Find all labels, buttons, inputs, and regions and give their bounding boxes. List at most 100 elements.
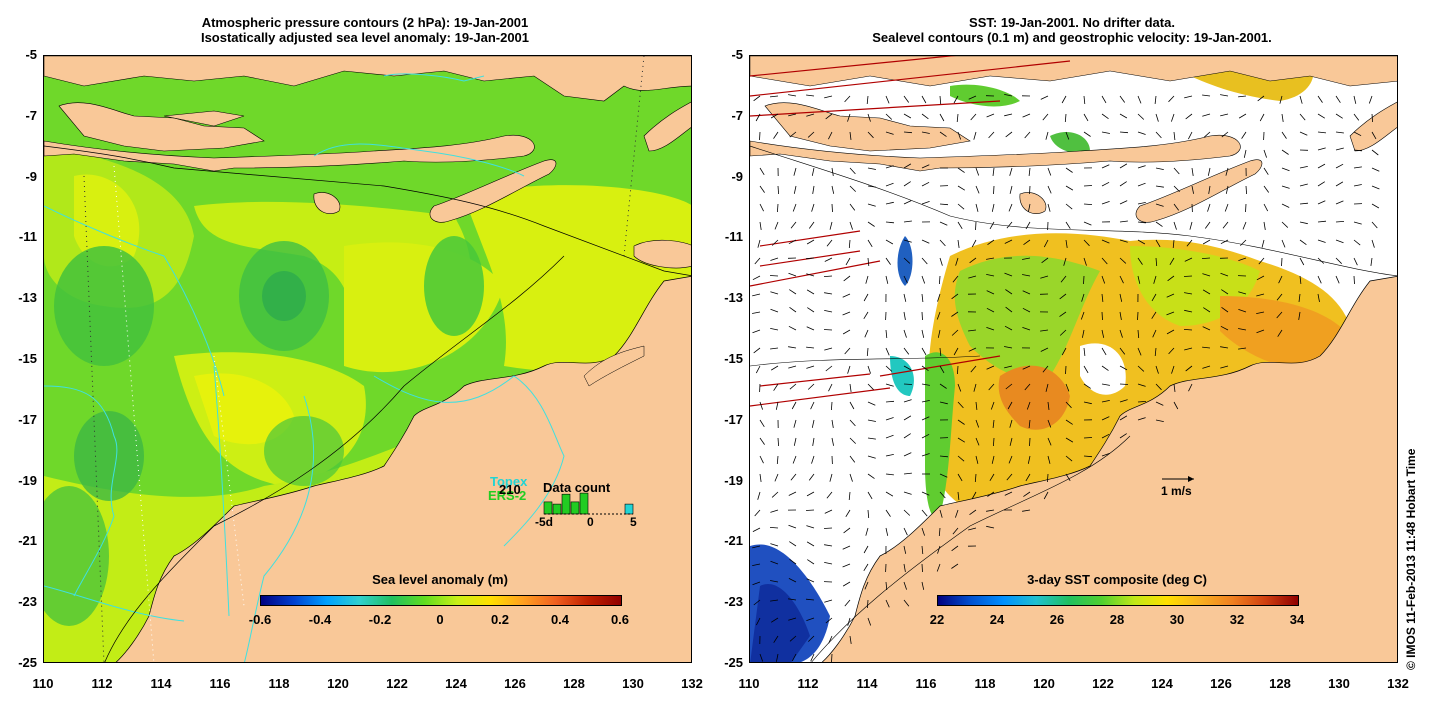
velocity-arrow [1220, 346, 1229, 349]
velocity-arrow [885, 365, 893, 372]
velocity-arrow [1022, 274, 1031, 277]
velocity-arrow [1061, 95, 1067, 104]
y-tick-label: -9 [731, 168, 743, 184]
velocity-arrow [1040, 95, 1049, 100]
velocity-arrow [957, 239, 960, 248]
velocity-arrow [776, 455, 779, 465]
velocity-arrow [921, 491, 930, 496]
velocity-arrow [753, 95, 761, 102]
velocity-arrow [1220, 113, 1229, 117]
velocity-arrow [866, 347, 869, 357]
velocity-arrow [1186, 239, 1193, 247]
velocity-arrow [1151, 311, 1157, 319]
x-tick-label: 132 [1387, 676, 1409, 691]
velocity-arrow [1184, 95, 1193, 99]
velocity-arrow [1101, 293, 1104, 302]
velocity-arrow [759, 167, 765, 176]
velocity-arrow [825, 365, 833, 372]
velocity-arrow [885, 454, 894, 457]
velocity-arrow [992, 419, 995, 428]
velocity-arrow [824, 292, 833, 295]
y-tick-label: -23 [18, 594, 37, 610]
velocity-arrow [842, 581, 851, 587]
velocity-arrow [975, 167, 980, 176]
velocity-arrow [1083, 185, 1093, 187]
velocity-arrow [863, 311, 869, 320]
y-tick-label: -15 [724, 351, 743, 366]
velocity-arrow [752, 275, 761, 281]
velocity-arrow [1022, 113, 1031, 118]
velocity-arrow [1155, 185, 1164, 188]
velocity-arrow [867, 491, 873, 500]
velocity-arrow [867, 455, 876, 459]
velocity-arrow [864, 329, 869, 338]
velocity-arrow [1083, 275, 1085, 285]
velocity-arrow [825, 113, 833, 120]
velocity-arrow [1137, 131, 1146, 135]
velocity-arrow [1317, 239, 1326, 243]
velocity-arrow [921, 181, 930, 187]
x-tick-label: 110 [738, 676, 760, 691]
velocity-arrow [1065, 239, 1068, 248]
velocity-arrow [951, 563, 959, 569]
velocity-arrow [1047, 455, 1051, 464]
velocity-arrow [753, 347, 761, 354]
velocity-arrow [1119, 113, 1128, 119]
velocity-arrow [792, 455, 797, 464]
velocity-arrow [921, 416, 930, 421]
velocity-arrow [1185, 365, 1193, 372]
velocity-arrow [939, 131, 947, 137]
velocity-arrow [759, 419, 765, 428]
velocity-arrow [1277, 329, 1283, 337]
velocity-arrow [1082, 329, 1085, 338]
velocity-arrow [1028, 167, 1031, 176]
sst-tick-2: 26 [1049, 612, 1065, 627]
sst-tick-4: 30 [1169, 612, 1185, 627]
velocity-arrow [1317, 163, 1326, 169]
velocity-arrow [903, 329, 907, 338]
velocity-arrow [770, 509, 779, 513]
velocity-arrow [1168, 347, 1175, 355]
velocity-arrow [867, 221, 875, 227]
velocity-arrow [1119, 383, 1129, 385]
velocity-arrow [955, 509, 959, 518]
y-tick-label: -11 [18, 229, 37, 245]
velocity-arrow [863, 545, 869, 554]
velocity-arrow [1009, 437, 1013, 446]
data-count-axis-start: -5d [535, 515, 553, 529]
velocity-arrow [1101, 95, 1107, 104]
velocity-arrow [845, 509, 851, 518]
velocity-arrow [970, 113, 977, 121]
velocity-arrow [957, 491, 960, 500]
velocity-arrow [1188, 131, 1193, 140]
velocity-arrow [1221, 289, 1229, 295]
x-tick-label: 110 [32, 676, 54, 691]
velocity-arrow [1203, 131, 1211, 138]
velocity-arrow [1153, 275, 1157, 284]
velocity-arrow [1101, 433, 1110, 439]
velocity-arrow [752, 311, 761, 314]
velocity-arrow [806, 541, 815, 547]
velocity-arrow [806, 578, 815, 583]
velocity-arrow [806, 239, 815, 245]
velocity-arrow [1009, 185, 1013, 194]
x-tick-label: 132 [681, 676, 703, 691]
velocity-arrow [1065, 365, 1067, 375]
velocity-arrow [759, 203, 764, 212]
x-tick-label: 124 [445, 676, 467, 691]
x-tick-label: 120 [1033, 676, 1055, 691]
velocity-arrow [1004, 272, 1013, 277]
velocity-arrow [921, 545, 924, 555]
velocity-arrow [1299, 166, 1308, 169]
velocity-arrow [885, 221, 895, 224]
velocity-arrow [1154, 347, 1157, 357]
velocity-arrow [1238, 347, 1247, 350]
velocity-arrow [1281, 113, 1284, 122]
velocity-arrow [1317, 131, 1327, 134]
velocity-arrow [1042, 113, 1049, 121]
velocity-arrow [753, 599, 761, 606]
velocity-arrow [1065, 437, 1074, 443]
velocity-arrow [1083, 455, 1093, 458]
velocity-arrow [867, 203, 876, 207]
velocity-arrow [952, 275, 959, 283]
